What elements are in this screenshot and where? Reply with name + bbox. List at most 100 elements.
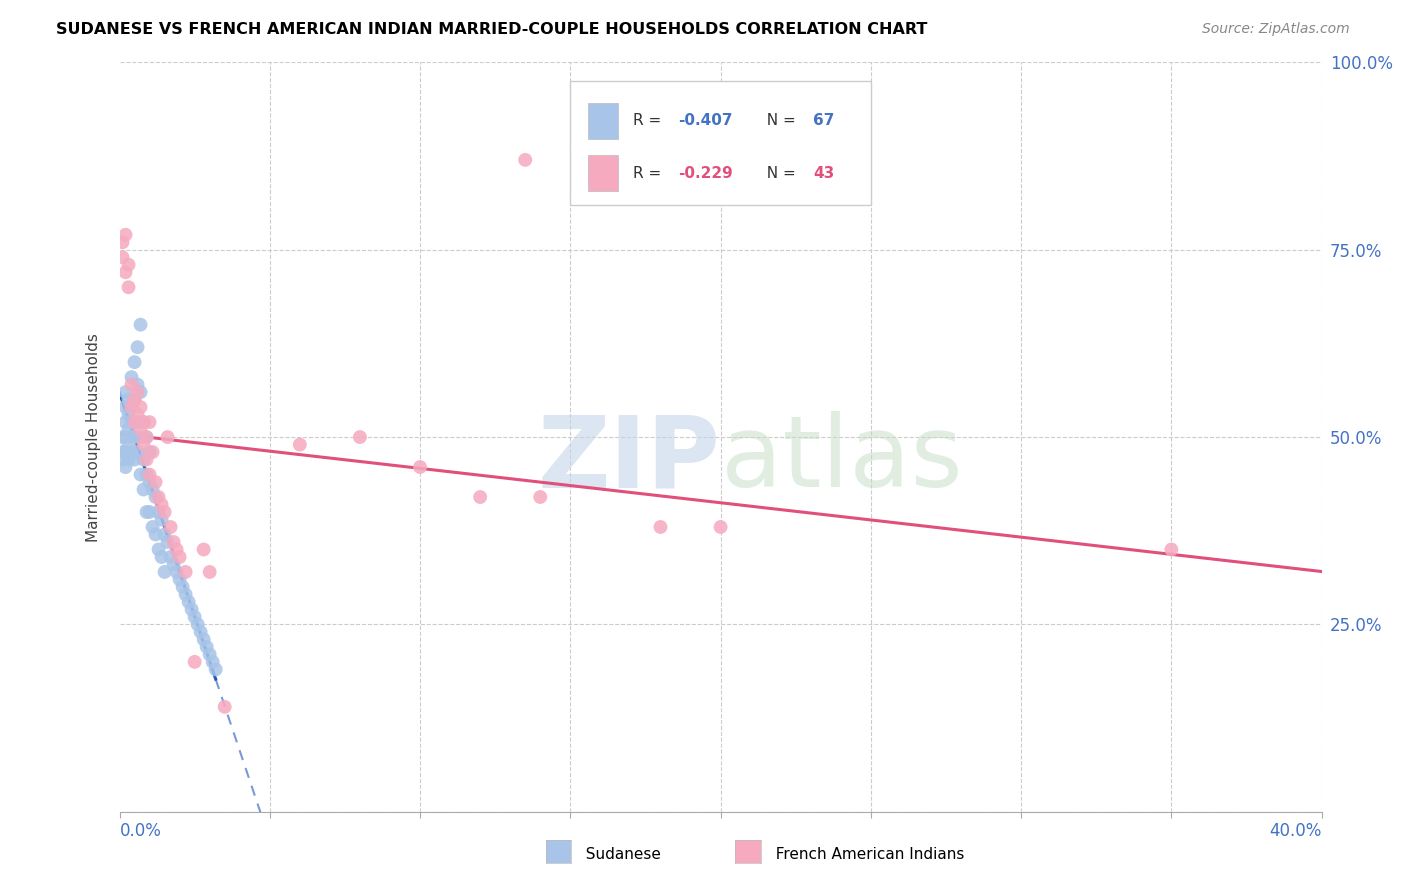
Point: [198, 565, 221, 579]
Point: [114, 265, 136, 279]
Point: [135, 467, 157, 482]
Point: [124, 355, 146, 369]
Text: R =: R =: [633, 166, 666, 181]
Point: [117, 408, 139, 422]
Point: [135, 505, 157, 519]
Point: [156, 535, 179, 549]
Point: [169, 573, 191, 587]
Point: [650, 520, 672, 534]
Point: [174, 587, 197, 601]
Y-axis label: Married-couple Households: Married-couple Households: [86, 333, 101, 541]
Point: [111, 235, 134, 250]
Point: [127, 445, 149, 459]
Point: [153, 505, 176, 519]
Point: [114, 227, 136, 242]
Text: 0.0%: 0.0%: [120, 822, 162, 840]
Point: [145, 475, 167, 489]
Text: N =: N =: [756, 166, 800, 181]
Point: [111, 430, 134, 444]
Point: [183, 610, 205, 624]
Point: [111, 250, 134, 264]
Text: ZIP: ZIP: [537, 411, 720, 508]
Point: [135, 452, 157, 467]
Point: [124, 452, 146, 467]
Point: [124, 415, 146, 429]
Point: [180, 602, 202, 616]
Point: [183, 655, 205, 669]
FancyBboxPatch shape: [571, 81, 870, 205]
Point: [201, 655, 224, 669]
Point: [409, 460, 432, 475]
Point: [204, 662, 226, 676]
Point: [148, 505, 170, 519]
Point: [138, 505, 160, 519]
Point: [129, 400, 152, 414]
Point: [142, 445, 165, 459]
Point: [172, 580, 194, 594]
Point: [129, 385, 152, 400]
Point: [709, 520, 731, 534]
Point: [193, 542, 215, 557]
Point: [150, 512, 173, 526]
Point: [129, 423, 152, 437]
Text: R =: R =: [633, 113, 666, 128]
Point: [117, 423, 139, 437]
Point: [117, 280, 139, 294]
Point: [468, 490, 492, 504]
Point: [156, 430, 179, 444]
FancyBboxPatch shape: [588, 103, 619, 139]
Point: [117, 258, 139, 272]
Point: [162, 558, 184, 572]
Text: French American Indians: French American Indians: [766, 847, 965, 862]
Point: [121, 430, 143, 444]
Text: Sudanese: Sudanese: [576, 847, 661, 862]
Point: [132, 483, 155, 497]
Text: N =: N =: [756, 113, 800, 128]
Point: [148, 542, 170, 557]
Point: [138, 475, 160, 489]
Point: [153, 565, 176, 579]
Text: 67: 67: [813, 113, 835, 128]
Point: [117, 452, 139, 467]
Point: [132, 452, 155, 467]
Point: [127, 340, 149, 354]
Point: [166, 565, 188, 579]
Point: [129, 318, 152, 332]
Point: [129, 467, 152, 482]
Point: [135, 430, 157, 444]
Point: [135, 430, 157, 444]
Point: [150, 498, 173, 512]
Point: [145, 527, 167, 541]
Point: [195, 640, 218, 654]
Point: [193, 632, 215, 647]
Point: [162, 535, 184, 549]
Point: [288, 437, 311, 451]
Text: atlas: atlas: [720, 411, 962, 508]
Point: [127, 385, 149, 400]
Point: [127, 415, 149, 429]
Point: [145, 490, 167, 504]
Point: [114, 460, 136, 475]
Point: [124, 430, 146, 444]
Point: [127, 408, 149, 422]
Point: [529, 490, 551, 504]
Point: [187, 617, 209, 632]
Text: Source: ZipAtlas.com: Source: ZipAtlas.com: [1202, 22, 1350, 37]
Point: [159, 520, 181, 534]
Point: [142, 520, 165, 534]
Point: [121, 400, 143, 414]
Point: [166, 542, 188, 557]
Point: [349, 430, 371, 444]
Point: [132, 437, 155, 451]
Point: [114, 445, 136, 459]
Text: SUDANESE VS FRENCH AMERICAN INDIAN MARRIED-COUPLE HOUSEHOLDS CORRELATION CHART: SUDANESE VS FRENCH AMERICAN INDIAN MARRI…: [56, 22, 928, 37]
Point: [111, 445, 134, 459]
Point: [159, 549, 181, 564]
FancyBboxPatch shape: [588, 155, 619, 191]
Point: [117, 437, 139, 451]
Point: [174, 565, 197, 579]
Point: [198, 648, 221, 662]
Point: [124, 392, 146, 407]
Point: [515, 153, 537, 167]
Point: [121, 415, 143, 429]
